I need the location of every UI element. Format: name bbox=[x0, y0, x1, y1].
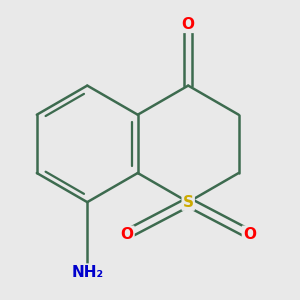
Text: O: O bbox=[121, 227, 134, 242]
Text: NH₂: NH₂ bbox=[71, 265, 103, 280]
Text: O: O bbox=[243, 227, 256, 242]
Text: S: S bbox=[183, 195, 194, 210]
Text: O: O bbox=[182, 17, 195, 32]
